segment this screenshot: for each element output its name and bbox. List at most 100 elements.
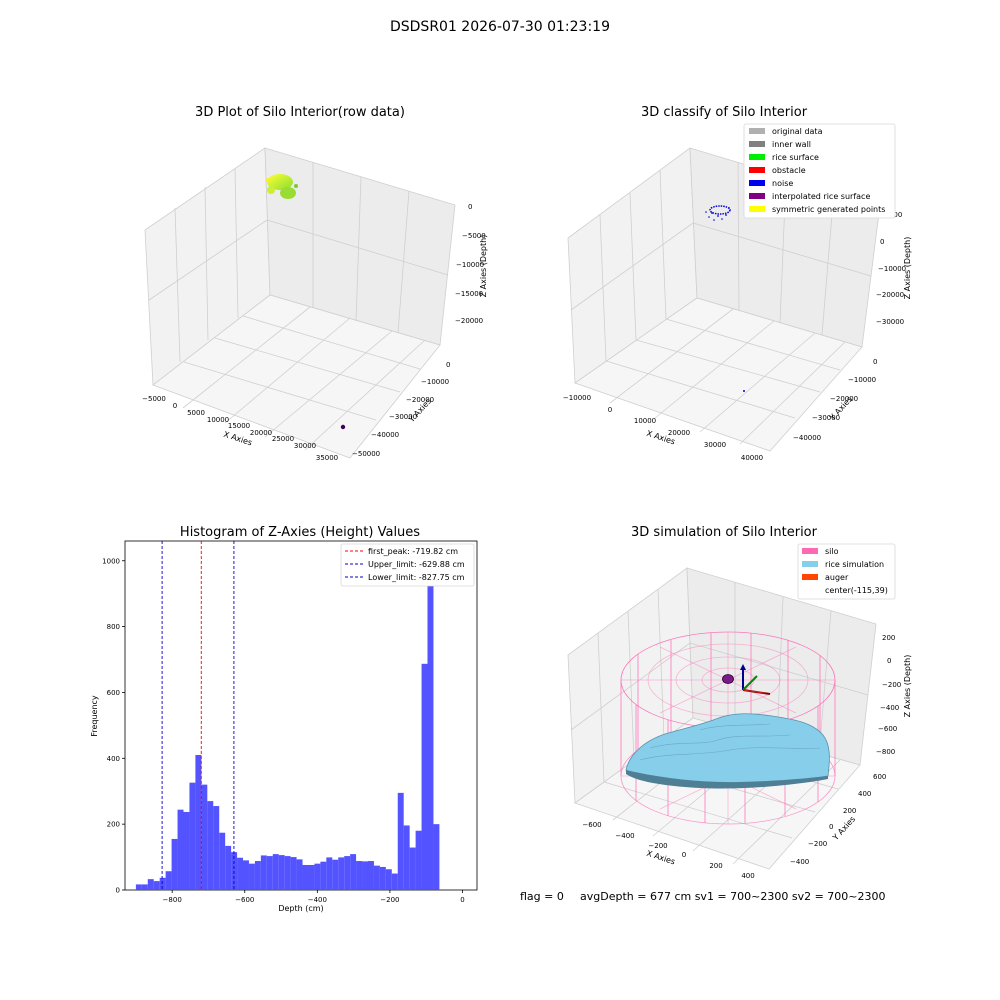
histogram-bar	[135, 884, 142, 890]
sim-z-ticks: 200 0 −200 −400 −600 −800	[876, 634, 901, 756]
classify-legend-item: rice surface	[749, 153, 819, 162]
classify-legend-item: noise	[749, 179, 793, 188]
svg-text:rice simulation: rice simulation	[825, 560, 884, 569]
histogram-bar	[379, 866, 386, 890]
svg-text:−600: −600	[582, 821, 601, 829]
sim-x-label: X Axies	[645, 849, 676, 867]
raw-z-label: Z Axies (Depth)	[479, 235, 488, 298]
histogram-y-tick-label: 400	[107, 755, 120, 763]
histogram-bar	[183, 811, 190, 890]
histogram-bar	[391, 873, 398, 890]
raw-x-label: X Axies	[222, 430, 253, 448]
svg-text:inner wall: inner wall	[772, 140, 811, 149]
histogram-bar	[284, 856, 291, 890]
svg-text:20000: 20000	[250, 429, 272, 437]
svg-text:−40000: −40000	[371, 431, 399, 439]
histogram-bar	[433, 824, 440, 890]
classify-legend-item: interpolated rice surface	[749, 192, 870, 201]
svg-text:−20000: −20000	[406, 396, 434, 404]
histogram-bar	[332, 859, 339, 890]
svg-text:−400: −400	[790, 858, 809, 866]
auger-marker	[722, 664, 771, 695]
svg-text:−15000: −15000	[455, 290, 483, 298]
svg-text:−5000: −5000	[142, 395, 166, 403]
raw-outlier-point	[340, 424, 346, 430]
svg-text:−200: −200	[648, 842, 667, 850]
svg-text:25000: 25000	[272, 435, 294, 443]
svg-text:auger: auger	[825, 573, 849, 582]
svg-text:10000: 10000	[634, 417, 656, 425]
svg-text:200: 200	[843, 807, 856, 815]
histogram-bar	[362, 861, 368, 890]
svg-text:40000: 40000	[741, 454, 763, 462]
histogram-bar	[225, 845, 232, 890]
histogram-bar	[373, 865, 380, 890]
svg-text:20000: 20000	[668, 429, 690, 437]
histogram-bar	[397, 792, 404, 890]
histogram-bar	[153, 881, 160, 890]
histogram-bar	[326, 857, 333, 890]
histogram-bar	[278, 855, 285, 890]
svg-text:−30000: −30000	[389, 413, 417, 421]
svg-text:−20000: −20000	[876, 291, 904, 299]
svg-text:center(-115,39): center(-115,39)	[825, 586, 888, 595]
histogram-bar	[201, 784, 208, 890]
svg-text:original data: original data	[772, 127, 823, 136]
classify-z-label: Z Axies (Depth)	[903, 237, 912, 300]
histogram-bar	[350, 854, 357, 890]
histogram-bar	[421, 663, 428, 890]
svg-text:−20000: −20000	[830, 395, 858, 403]
histogram-y-tick-label: 0	[116, 887, 120, 895]
histogram-bar	[266, 856, 273, 890]
classify-legend-item: obstacle	[749, 166, 806, 175]
histogram-x-tick-label: 0	[460, 896, 464, 904]
histogram-y-tick-label: 1000	[102, 557, 120, 565]
histogram-bar	[189, 782, 196, 890]
sim-legend: silo rice simulation auger center(-115,3…	[797, 543, 896, 600]
histogram-x-ticks: −800 −600 −400 −200 0	[163, 890, 465, 904]
svg-text:0: 0	[446, 361, 450, 369]
svg-text:400: 400	[741, 872, 754, 880]
histogram-bar	[254, 861, 261, 890]
raw-y-ticks: 0 −10000 −20000 −30000 −40000 −50000	[352, 361, 450, 458]
classify-legend: original data inner wall rice surface ob…	[743, 123, 896, 219]
histogram-bars	[135, 560, 440, 890]
histogram-x-tick-label: −400	[308, 896, 327, 904]
svg-text:symmetric generated points: symmetric generated points	[772, 205, 885, 214]
histogram-x-tick-label: −200	[380, 896, 399, 904]
sim-legend-item: silo	[802, 547, 839, 556]
svg-text:0: 0	[880, 238, 884, 246]
svg-text:600: 600	[873, 773, 886, 781]
histogram-bar	[243, 860, 249, 890]
histogram-y-tick-label: 600	[107, 689, 120, 697]
svg-text:−10000: −10000	[878, 265, 906, 273]
histogram-bar	[320, 861, 327, 890]
svg-text:noise: noise	[772, 179, 793, 188]
rice-simulation-surface	[625, 713, 830, 789]
footer-flag: flag = 0	[520, 890, 564, 903]
histogram-bar	[356, 861, 363, 890]
sim-legend-item: rice simulation	[802, 560, 884, 569]
histogram-x-label: Depth (cm)	[278, 904, 323, 913]
svg-text:30000: 30000	[704, 441, 726, 449]
svg-text:0: 0	[829, 823, 833, 831]
svg-text:rice surface: rice surface	[772, 153, 819, 162]
raw-x-ticks: −5000 0 5000 10000 15000 20000 25000 300…	[142, 395, 338, 462]
histogram-bar	[427, 560, 434, 890]
histogram-bar	[248, 863, 255, 890]
svg-text:−20000: −20000	[455, 317, 483, 325]
svg-text:−40000: −40000	[793, 434, 821, 442]
histogram-bar	[195, 755, 202, 890]
svg-text:−30000: −30000	[812, 414, 840, 422]
svg-text:−200: −200	[808, 840, 827, 848]
histogram-y-tick-label: 800	[107, 623, 120, 631]
raw-data-points	[266, 174, 298, 199]
sim-y-label: Y Axies	[830, 815, 857, 843]
svg-text:interpolated rice surface: interpolated rice surface	[772, 192, 870, 201]
svg-text:−600: −600	[878, 725, 897, 733]
svg-text:silo: silo	[825, 547, 839, 556]
classify-noise-points	[705, 205, 745, 392]
histogram-bar	[367, 861, 374, 890]
histogram-bar	[147, 879, 154, 890]
